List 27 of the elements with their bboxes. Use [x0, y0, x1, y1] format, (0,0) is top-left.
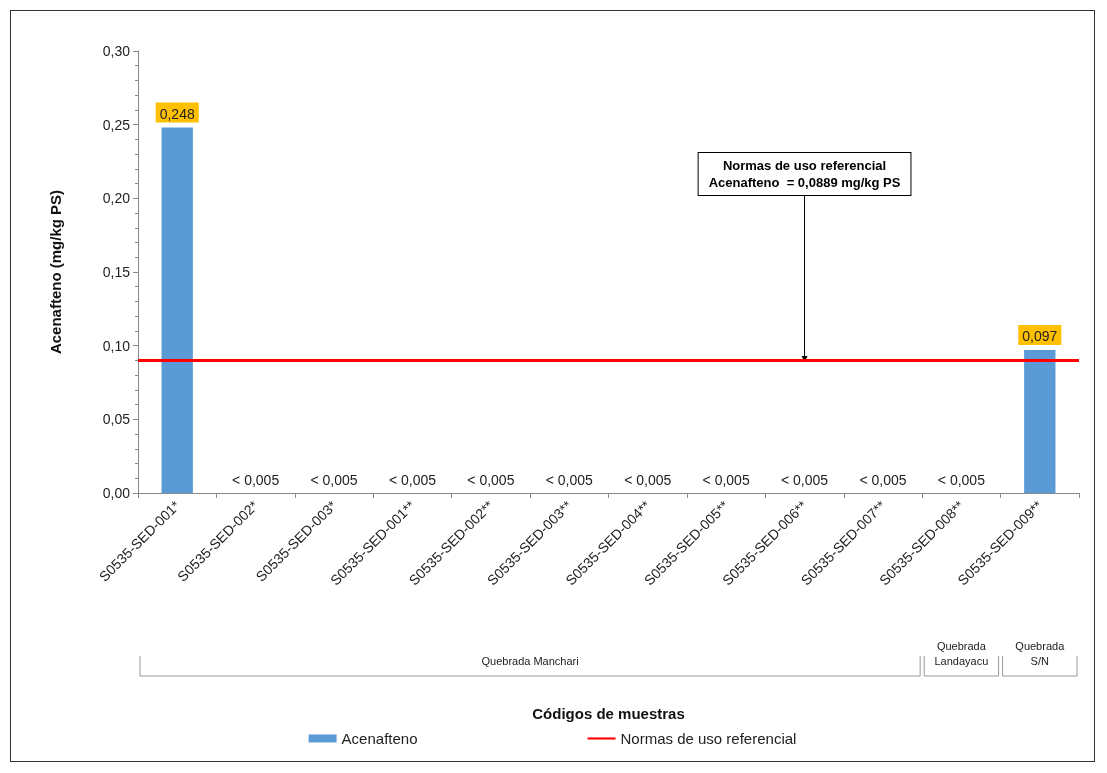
text: < 0,005: [624, 472, 672, 488]
text: < 0,005: [467, 472, 515, 488]
data-label: 0,248: [159, 105, 195, 122]
data-label: 0,097: [1022, 328, 1058, 345]
text: Códigos de muestras: [532, 704, 685, 722]
text: < 0,005: [702, 472, 750, 488]
legend-label: Normas de uso referencial: [620, 730, 797, 747]
y-tick-label: 0,15: [102, 264, 131, 280]
y-tick-label: 0,30: [102, 43, 131, 59]
text: Quebrada Landayacu: [934, 639, 989, 667]
text: < 0,005: [859, 472, 907, 488]
text: < 0,005: [310, 472, 358, 488]
y-tick-label: 0,10: [102, 337, 131, 354]
text: < 0,005: [545, 472, 593, 488]
y-tick-label: 0,20: [102, 190, 131, 207]
y-tick-label: 0,00: [102, 485, 131, 501]
text: Quebrada S/N: [1015, 639, 1066, 667]
text: < 0,005: [232, 472, 280, 488]
y-tick-label: 0,25: [102, 116, 131, 133]
text: Quebrada Manchari: [481, 654, 579, 667]
y-tick-label: 0,05: [102, 411, 131, 428]
text: < 0,005: [937, 472, 985, 488]
legend-label: Acenafteno: [341, 730, 418, 747]
annotation: Normas de uso referencial Acenafteno = 0,0889 mg/kg PS: [708, 158, 901, 190]
y-axis-title: Acenafteno (mg/kg PS): [47, 189, 64, 355]
text: < 0,005: [388, 472, 437, 488]
text: < 0,005: [780, 472, 829, 488]
